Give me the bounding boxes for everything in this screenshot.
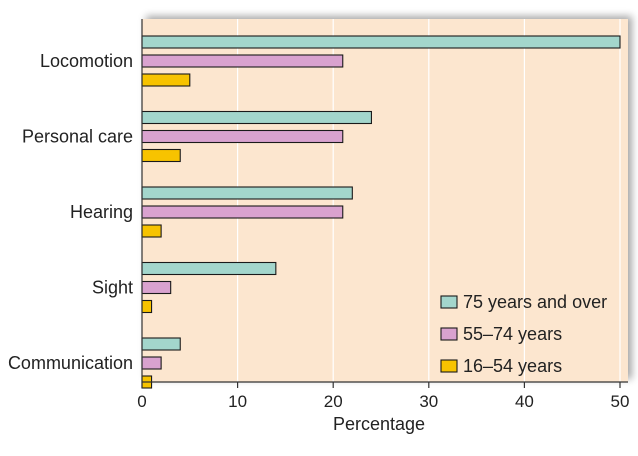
x-tick-label-20: 20	[324, 392, 343, 411]
legend-label-2: 55–74 years	[463, 324, 562, 344]
x-tick-label-40: 40	[515, 392, 534, 411]
bar-personal-care-series-2	[141, 129, 344, 144]
bar-hearing-series-2	[141, 205, 344, 219]
x-tick-label-0: 0	[137, 392, 146, 411]
legend-swatch-3	[440, 359, 458, 373]
legend-swatch-2	[440, 327, 458, 341]
axes	[141, 19, 628, 388]
plot-area	[142, 19, 628, 382]
x-tick-label-30: 30	[419, 392, 438, 411]
bar-communication-series-2	[141, 356, 162, 370]
legend-label-3: 16–54 years	[463, 356, 562, 376]
category-label-hearing: Hearing	[70, 202, 133, 222]
x-axis-title: Percentage	[333, 414, 425, 434]
legend-label-1: 75 years and over	[463, 292, 607, 312]
bar-hearing-series-3	[141, 224, 162, 238]
bar-sight-series-1	[141, 261, 277, 276]
x-tick-label-50: 50	[611, 392, 630, 411]
gridlines	[237, 19, 621, 382]
bar-hearing-series-1	[141, 186, 353, 200]
bar-locomotion-series-1	[141, 35, 621, 49]
legend-swatch-1	[440, 295, 458, 309]
bar-sight-series-3	[141, 299, 153, 314]
bars	[141, 35, 621, 389]
bar-communication-series-1	[141, 337, 181, 351]
category-label-sight: Sight	[92, 278, 133, 298]
bar-locomotion-series-3	[141, 73, 191, 87]
bar-personal-care-series-3	[141, 148, 181, 163]
bar-personal-care-series-1	[141, 110, 372, 125]
category-label-locomotion: Locomotion	[40, 51, 133, 71]
x-tick-labels: 0 10 20 30 40 50	[137, 392, 629, 411]
category-label-personal-care: Personal care	[22, 127, 133, 147]
x-tick-label-10: 10	[228, 392, 247, 411]
category-labels: Locomotion Personal care Hearing Sight Commu…	[8, 51, 133, 373]
legend: 75 years and over 55–74 years 16–54 years	[440, 292, 607, 376]
bar-sight-series-2	[141, 280, 172, 295]
category-label-communication: Communication	[8, 353, 133, 373]
bar-locomotion-series-2	[141, 54, 344, 68]
